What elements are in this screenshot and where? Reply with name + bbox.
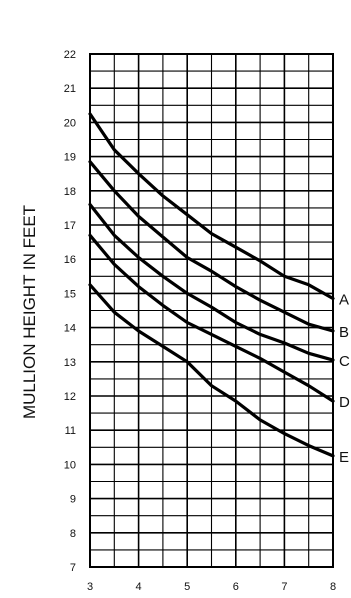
x-tick-label: 4 xyxy=(136,581,142,593)
x-axis-ticks: 3 4 5 6 7 8 xyxy=(87,581,336,593)
series-lines xyxy=(88,112,335,458)
series-label-c: C xyxy=(339,353,350,370)
series-line-e xyxy=(88,283,335,458)
plot-frame xyxy=(89,53,334,568)
y-tick-label: 14 xyxy=(64,323,76,335)
series-label-e: E xyxy=(339,449,349,466)
y-tick-label: 15 xyxy=(64,288,76,300)
x-tick-label: 6 xyxy=(233,581,239,593)
x-tick-label: 5 xyxy=(184,581,190,593)
series-line-a xyxy=(88,112,335,301)
y-tick-label: 22 xyxy=(64,49,76,61)
series-label-d: D xyxy=(339,394,350,411)
y-tick-label: 17 xyxy=(64,220,76,232)
y-tick-label: 20 xyxy=(64,117,76,129)
y-tick-label: 13 xyxy=(64,357,76,369)
series-line-b xyxy=(88,160,335,333)
y-tick-label: 21 xyxy=(64,83,76,95)
y-tick-label: 19 xyxy=(64,152,76,164)
y-tick-label: 8 xyxy=(70,528,76,540)
series-labels: ABC D E xyxy=(339,292,350,466)
y-tick-label: 12 xyxy=(64,391,76,403)
y-axis-label: MULLION HEIGHT IN FEET xyxy=(20,205,39,419)
x-tick-label: 8 xyxy=(330,581,336,593)
y-tick-label: 7 xyxy=(70,562,76,574)
x-tick-label: 7 xyxy=(281,581,287,593)
series-label-b: B xyxy=(339,324,349,341)
grid xyxy=(89,53,334,568)
series-label-a: A xyxy=(339,292,349,309)
x-tick-label: 3 xyxy=(87,581,93,593)
y-tick-label: 9 xyxy=(70,494,76,506)
series-line-d xyxy=(88,233,335,403)
series-line-c xyxy=(88,202,335,362)
y-axis-ticks: 7 8 9 10 11 12 13 14 15 16 17 18 19 20 21 22 xyxy=(64,49,76,574)
y-tick-label: 11 xyxy=(65,425,76,437)
y-tick-label: 10 xyxy=(64,459,76,471)
y-tick-label: 16 xyxy=(64,254,76,266)
y-tick-label: 18 xyxy=(64,186,76,198)
